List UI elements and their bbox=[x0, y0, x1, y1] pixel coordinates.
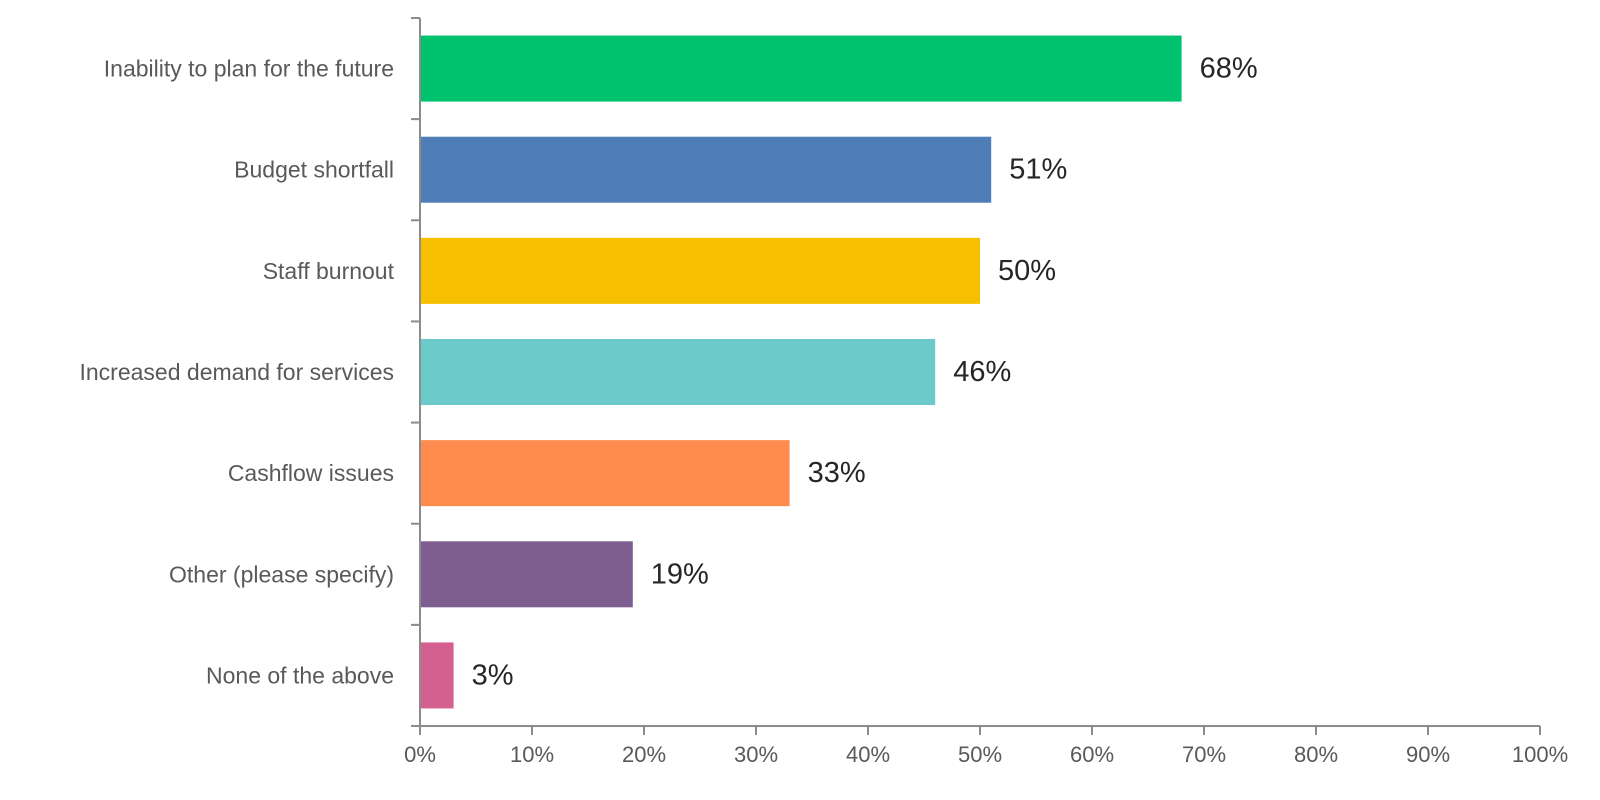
bar-staff-burnout bbox=[420, 237, 980, 304]
value-label: 50% bbox=[998, 255, 1056, 287]
axes-layer bbox=[411, 17, 1541, 735]
x-tick-label: 90% bbox=[1406, 742, 1450, 767]
bar-cashflow-issues bbox=[420, 440, 790, 507]
value-label: 51% bbox=[1009, 154, 1067, 186]
x-tick-label: 10% bbox=[510, 742, 554, 767]
value-label: 46% bbox=[953, 356, 1011, 388]
category-label: Other (please specify) bbox=[169, 561, 394, 587]
labels-layer: Inability to plan for the future 68% Budge… bbox=[80, 53, 1569, 767]
bar-other-please-specify bbox=[420, 541, 633, 608]
category-label: Budget shortfall bbox=[234, 157, 394, 183]
category-label: Inability to plan for the future bbox=[104, 56, 394, 82]
x-tick-label: 100% bbox=[1512, 742, 1568, 767]
x-tick-label: 20% bbox=[622, 742, 666, 767]
category-label: None of the above bbox=[206, 662, 394, 688]
value-label: 19% bbox=[651, 558, 709, 590]
x-tick-label: 60% bbox=[1070, 742, 1114, 767]
bar-budget-shortfall bbox=[420, 136, 992, 203]
value-label: 33% bbox=[808, 457, 866, 489]
bar-increased-demand-for-services bbox=[420, 339, 936, 405]
x-tick-label: 50% bbox=[958, 742, 1002, 767]
value-label: 68% bbox=[1200, 53, 1258, 85]
category-label: Cashflow issues bbox=[228, 460, 394, 486]
bar-inability-to-plan-for-the-future bbox=[420, 35, 1182, 102]
x-tick-label: 70% bbox=[1182, 742, 1226, 767]
x-tick-label: 30% bbox=[734, 742, 778, 767]
bar-none-of-the-above bbox=[420, 642, 454, 709]
bars-layer bbox=[420, 35, 1182, 709]
category-label: Staff burnout bbox=[263, 258, 395, 284]
x-tick-label: 80% bbox=[1294, 742, 1338, 767]
x-tick-label: 40% bbox=[846, 742, 890, 767]
category-label: Increased demand for services bbox=[80, 359, 395, 385]
value-label: 3% bbox=[472, 659, 514, 691]
x-tick-label: 0% bbox=[404, 742, 436, 767]
